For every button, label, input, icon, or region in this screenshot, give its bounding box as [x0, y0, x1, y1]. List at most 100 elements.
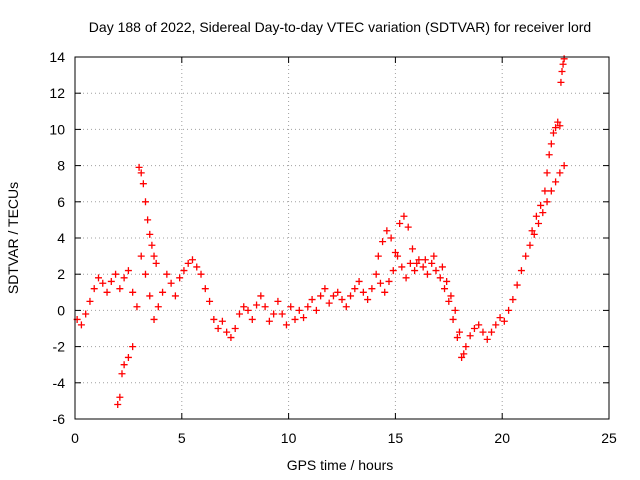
y-tick-label: 10 [49, 121, 65, 137]
data-point-main [193, 263, 201, 271]
data-point-upper [144, 216, 152, 224]
data-point-upper [152, 259, 160, 267]
data-point-main [120, 274, 128, 282]
data-point-main [321, 285, 329, 293]
x-tick-label: 15 [388, 430, 404, 446]
data-point-main [535, 220, 543, 228]
data-point-main [150, 315, 158, 323]
data-point-upper [451, 306, 459, 314]
data-point-main [419, 263, 427, 271]
data-point-upper [400, 212, 408, 220]
data-point-upper [547, 140, 555, 148]
data-point-main [381, 288, 389, 296]
data-point-main [398, 263, 406, 271]
axis-ticks [74, 56, 610, 420]
data-point-main [492, 321, 500, 329]
data-point-main [496, 314, 504, 322]
y-tick-label: 0 [57, 302, 65, 318]
data-point-main [368, 285, 376, 293]
data-point-main [99, 279, 107, 287]
data-point-upper [116, 393, 124, 401]
data-point-main [351, 285, 359, 293]
data-point-main [90, 285, 98, 293]
data-point-main [479, 328, 487, 336]
data-point-main [509, 296, 517, 304]
data-point-main [466, 332, 474, 340]
data-point-main [325, 299, 333, 307]
data-point-main [240, 303, 248, 311]
data-point-main [270, 310, 278, 318]
data-point-main [235, 310, 243, 318]
data-point-main [133, 303, 141, 311]
data-point-main [295, 306, 303, 314]
data-point-main [261, 303, 269, 311]
data-point-main [154, 303, 162, 311]
data-point-upper [528, 227, 536, 235]
data-point-main [342, 303, 350, 311]
data-point-main [214, 325, 222, 332]
data-point-main [94, 274, 102, 282]
data-point-main [376, 279, 384, 287]
x-tick-label: 5 [178, 430, 186, 446]
data-point-main [82, 310, 90, 318]
data-point-main [552, 178, 560, 186]
data-point-main [436, 274, 444, 282]
data-points [73, 55, 568, 409]
data-point-main [347, 292, 355, 300]
y-tick-label: 4 [57, 230, 65, 246]
data-point-upper [549, 129, 557, 137]
data-point-upper [413, 259, 421, 267]
data-point-main [103, 288, 111, 296]
data-point-main [124, 267, 132, 275]
data-point-upper [560, 55, 568, 63]
data-point-upper [541, 187, 549, 195]
data-point-main [385, 277, 393, 285]
data-point-upper [391, 248, 399, 256]
data-point-main [129, 288, 137, 296]
data-point-main [107, 277, 115, 285]
x-tick-label: 20 [494, 430, 510, 446]
data-point-main [227, 334, 235, 342]
y-tick-label: -2 [53, 339, 66, 355]
data-point-main [441, 285, 449, 293]
data-point-main [176, 274, 184, 282]
data-point-main [141, 270, 149, 278]
data-point-main [364, 296, 372, 304]
data-point-main [475, 321, 483, 329]
data-point-upper [404, 223, 412, 231]
data-point-upper [374, 252, 382, 260]
data-point-upper [532, 212, 540, 220]
y-tick-label: 12 [49, 85, 65, 101]
data-point-main [329, 292, 337, 300]
data-point-main [449, 315, 457, 323]
data-point-upper [137, 169, 145, 177]
data-point-main [223, 328, 231, 336]
data-point-upper [124, 353, 132, 361]
data-point-main [180, 267, 188, 275]
chart-title: Day 188 of 2022, Sidereal Day-to-day VTE… [89, 19, 591, 35]
data-point-main [304, 303, 312, 311]
data-point-main [411, 267, 419, 275]
data-point-upper [421, 256, 429, 264]
data-point-main [359, 288, 367, 296]
data-point-main [253, 301, 261, 309]
data-point-upper [557, 78, 565, 86]
data-point-main [244, 306, 252, 314]
data-point-main [77, 321, 85, 329]
data-point-main [274, 297, 282, 305]
data-point-main [231, 325, 239, 332]
y-tick-label: -6 [53, 411, 66, 427]
y-axis-label: SDTVAR / TECUs [5, 182, 21, 294]
data-point-main [530, 230, 538, 238]
data-point-main [112, 270, 120, 278]
data-point-main [428, 259, 436, 267]
data-point-upper [379, 238, 387, 246]
data-point-upper [460, 350, 468, 358]
data-point-main [334, 288, 342, 296]
data-point-main [188, 256, 196, 264]
data-point-main [488, 328, 496, 336]
data-point-main [197, 270, 205, 278]
data-point-main [560, 162, 568, 170]
data-point-main [265, 317, 273, 325]
